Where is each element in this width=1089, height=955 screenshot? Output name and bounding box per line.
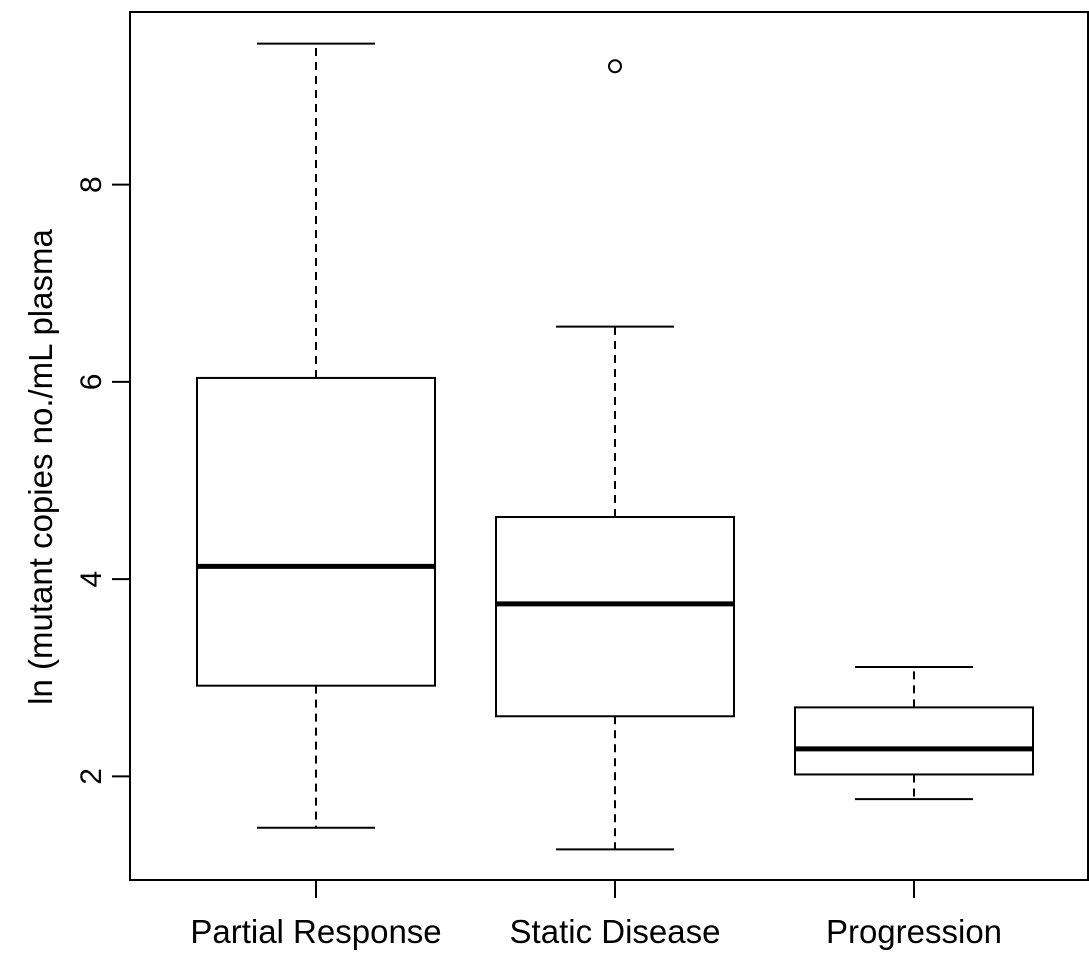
- iqr-box: [196, 376, 436, 687]
- iqr-box: [794, 706, 1034, 776]
- x-tick-label: Progression: [826, 913, 1002, 950]
- box-group: [495, 59, 735, 851]
- boxes-layer: [196, 42, 1034, 851]
- y-axis: 2 4 6 8: [75, 176, 130, 785]
- x-tick-label: Partial Response: [190, 913, 441, 950]
- x-axis: Partial Response Static Disease Progressio…: [190, 880, 1002, 950]
- iqr-box: [495, 516, 735, 718]
- y-tick-label: 6: [75, 374, 108, 391]
- plot-frame: [129, 11, 1089, 881]
- box-group: [196, 42, 436, 829]
- y-axis-label: ln (mutant copies no./mL plasma: [22, 229, 59, 705]
- box-group: [794, 665, 1034, 801]
- outlier-point: [608, 59, 622, 74]
- x-tick-label: Static Disease: [510, 913, 721, 950]
- y-tick-label: 4: [75, 571, 108, 588]
- y-tick-label: 8: [75, 176, 108, 193]
- y-tick-label: 2: [75, 768, 108, 785]
